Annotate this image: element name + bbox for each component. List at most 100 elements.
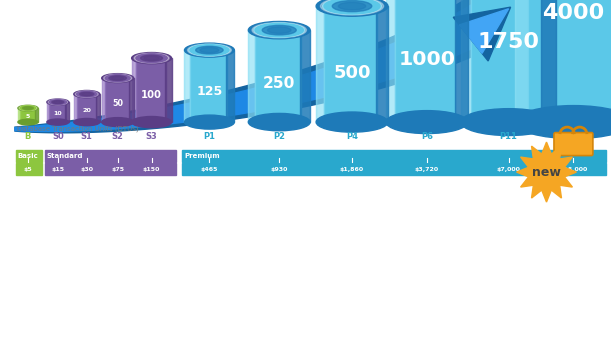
Bar bbox=[18, 108, 20, 122]
Ellipse shape bbox=[140, 55, 162, 61]
Bar bbox=[226, 50, 234, 122]
Ellipse shape bbox=[332, 1, 371, 12]
FancyBboxPatch shape bbox=[554, 132, 593, 156]
Bar bbox=[376, 6, 388, 122]
Ellipse shape bbox=[18, 119, 38, 125]
Ellipse shape bbox=[80, 92, 94, 96]
Text: $465: $465 bbox=[200, 167, 218, 172]
Ellipse shape bbox=[386, 111, 468, 134]
Bar bbox=[183, 150, 606, 162]
Bar bbox=[20, 108, 35, 122]
Bar bbox=[190, 50, 227, 122]
Ellipse shape bbox=[132, 52, 172, 64]
Bar bbox=[316, 6, 324, 122]
Bar bbox=[74, 94, 77, 122]
Ellipse shape bbox=[185, 115, 234, 129]
Text: S3: S3 bbox=[146, 132, 158, 141]
Ellipse shape bbox=[49, 100, 67, 105]
Ellipse shape bbox=[267, 27, 291, 34]
Ellipse shape bbox=[134, 53, 169, 63]
Ellipse shape bbox=[102, 74, 134, 82]
Text: P15: P15 bbox=[565, 132, 582, 141]
Polygon shape bbox=[15, 0, 500, 133]
Text: $1,860: $1,860 bbox=[340, 167, 364, 172]
Ellipse shape bbox=[321, 0, 384, 15]
Text: $5: $5 bbox=[23, 167, 32, 172]
Bar bbox=[132, 58, 136, 122]
Bar bbox=[136, 58, 166, 122]
Bar bbox=[248, 30, 255, 122]
Bar bbox=[183, 163, 606, 175]
Bar bbox=[74, 94, 77, 122]
Bar bbox=[96, 94, 100, 122]
Polygon shape bbox=[459, 9, 509, 53]
Bar bbox=[185, 50, 190, 122]
Text: $75: $75 bbox=[111, 167, 124, 172]
Ellipse shape bbox=[190, 45, 229, 56]
Ellipse shape bbox=[255, 23, 303, 37]
Bar bbox=[386, 0, 395, 122]
Text: 500: 500 bbox=[333, 64, 371, 82]
Ellipse shape bbox=[461, 109, 557, 136]
Bar bbox=[132, 58, 136, 122]
Text: P4: P4 bbox=[346, 132, 358, 141]
Text: Basic: Basic bbox=[17, 153, 38, 159]
Ellipse shape bbox=[144, 56, 159, 60]
Text: new: new bbox=[532, 166, 561, 178]
Ellipse shape bbox=[74, 119, 100, 126]
Text: P6: P6 bbox=[421, 132, 433, 141]
Ellipse shape bbox=[135, 54, 168, 63]
Ellipse shape bbox=[18, 105, 38, 111]
Ellipse shape bbox=[189, 44, 230, 56]
Bar bbox=[35, 108, 38, 122]
Text: 100: 100 bbox=[141, 90, 162, 100]
Ellipse shape bbox=[75, 91, 98, 97]
Ellipse shape bbox=[19, 106, 37, 111]
Ellipse shape bbox=[316, 112, 388, 132]
Ellipse shape bbox=[514, 106, 613, 139]
Ellipse shape bbox=[23, 106, 33, 110]
Bar bbox=[49, 102, 66, 122]
Bar bbox=[16, 150, 42, 162]
Bar bbox=[528, 0, 613, 122]
Ellipse shape bbox=[109, 76, 126, 81]
Bar bbox=[16, 163, 42, 175]
Bar bbox=[386, 0, 395, 122]
Bar bbox=[47, 102, 49, 122]
Bar bbox=[461, 0, 471, 122]
Bar bbox=[395, 0, 455, 122]
Ellipse shape bbox=[324, 0, 380, 14]
Text: 20: 20 bbox=[82, 108, 91, 113]
Ellipse shape bbox=[188, 44, 231, 56]
Text: Standard: Standard bbox=[47, 153, 83, 159]
Text: 1000: 1000 bbox=[398, 50, 455, 70]
Bar bbox=[541, 0, 557, 122]
Bar bbox=[455, 0, 468, 122]
Text: 1750: 1750 bbox=[478, 32, 539, 52]
Text: P2: P2 bbox=[273, 132, 285, 141]
Ellipse shape bbox=[248, 21, 310, 39]
Ellipse shape bbox=[338, 2, 366, 10]
Bar bbox=[300, 30, 310, 122]
Text: S2: S2 bbox=[112, 132, 124, 141]
Text: 5: 5 bbox=[26, 114, 30, 119]
Text: 125: 125 bbox=[196, 85, 223, 99]
Ellipse shape bbox=[185, 43, 234, 57]
Text: $7,000: $7,000 bbox=[497, 167, 520, 172]
Text: $3,720: $3,720 bbox=[415, 167, 439, 172]
Bar bbox=[47, 102, 49, 122]
Bar bbox=[102, 78, 105, 122]
Ellipse shape bbox=[77, 91, 97, 97]
Ellipse shape bbox=[47, 99, 69, 105]
Text: $16,000: $16,000 bbox=[559, 167, 587, 172]
Ellipse shape bbox=[48, 99, 67, 105]
Text: Premium: Premium bbox=[185, 153, 220, 159]
Bar bbox=[248, 30, 255, 122]
Ellipse shape bbox=[76, 91, 97, 97]
Text: $15: $15 bbox=[51, 167, 64, 172]
Polygon shape bbox=[453, 7, 511, 61]
Bar bbox=[324, 6, 377, 122]
Text: P1: P1 bbox=[204, 132, 215, 141]
Ellipse shape bbox=[20, 106, 36, 110]
Text: 10: 10 bbox=[53, 111, 62, 116]
